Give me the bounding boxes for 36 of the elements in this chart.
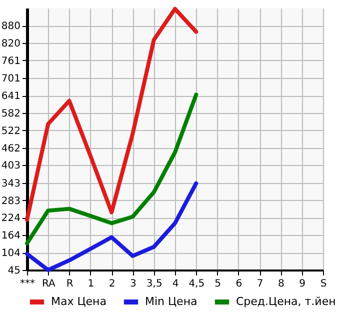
y-tick-label: 761 bbox=[1, 56, 20, 67]
y-tick-label: 343 bbox=[1, 178, 20, 190]
line-series bbox=[25, 92, 198, 246]
line-series bbox=[25, 6, 198, 222]
x-tick-label: 9 bbox=[299, 278, 306, 290]
x-tick-label: 7 bbox=[256, 278, 264, 290]
y-tick-label: 701 bbox=[1, 73, 20, 84]
x-tick-label: 8 bbox=[278, 278, 284, 290]
y-tick-label: 224 bbox=[1, 213, 20, 224]
x-tick-label: 6 bbox=[236, 278, 242, 290]
y-tick-label: 283 bbox=[1, 196, 20, 207]
y-tick-label: 164 bbox=[1, 230, 20, 242]
x-tick-label: 3 bbox=[130, 278, 136, 290]
y-tick-label: 403 bbox=[1, 160, 20, 172]
x-tick-label: 4 bbox=[172, 278, 179, 290]
x-tick-label: 1 bbox=[88, 278, 94, 290]
legend-label: Min Цена bbox=[145, 295, 198, 308]
x-tick-label: 5 bbox=[214, 278, 221, 290]
y-tick-label: 582 bbox=[1, 108, 20, 120]
line-series bbox=[25, 181, 198, 272]
y-tick-label: 462 bbox=[1, 143, 20, 154]
x-tick-label: *** bbox=[20, 278, 35, 290]
x-tick-label: 2 bbox=[108, 278, 116, 290]
x-tick-label: R bbox=[66, 278, 74, 290]
y-tick-label: 880 bbox=[1, 21, 20, 32]
y-tick-label: 641 bbox=[1, 91, 20, 102]
x-tick-label: RA bbox=[42, 278, 56, 290]
legend-label: Max Цена bbox=[51, 295, 106, 308]
y-tick-label: 522 bbox=[1, 126, 20, 137]
x-tick-label: S bbox=[320, 278, 327, 290]
x-tick-label: 4,5 bbox=[188, 278, 205, 290]
x-tick-label: 3,5 bbox=[146, 278, 162, 290]
y-tick-label: 104 bbox=[1, 248, 20, 260]
legend-label: Сред.Цена, т.йен bbox=[236, 295, 336, 308]
y-tick-label: 820 bbox=[1, 38, 20, 50]
y-tick-label: 45 bbox=[8, 266, 20, 276]
